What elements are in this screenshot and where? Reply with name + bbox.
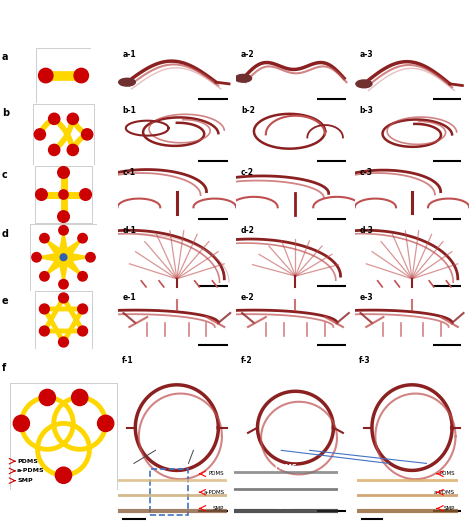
Polygon shape (58, 257, 69, 284)
Text: a-PDMS: a-PDMS (17, 469, 45, 473)
Circle shape (39, 389, 55, 406)
Circle shape (72, 389, 88, 406)
Circle shape (59, 225, 68, 235)
Text: PDMS: PDMS (17, 459, 38, 464)
Circle shape (98, 415, 114, 432)
Polygon shape (60, 254, 82, 276)
Text: As-buckled 3D
microfluidics: As-buckled 3D microfluidics (142, 16, 212, 37)
Text: d-2: d-2 (241, 226, 255, 235)
Text: Recovered shape of
3D microfluidics: Recovered shape of 3D microfluidics (364, 16, 460, 37)
Text: e-3: e-3 (359, 293, 373, 302)
Circle shape (86, 252, 95, 262)
Polygon shape (60, 238, 82, 261)
Text: d: d (2, 229, 9, 239)
Circle shape (13, 415, 29, 432)
Text: c-1: c-1 (122, 168, 135, 177)
Circle shape (82, 129, 93, 140)
Circle shape (39, 326, 49, 336)
Text: e-2: e-2 (241, 293, 255, 302)
Text: b-1: b-1 (122, 106, 136, 115)
Polygon shape (64, 252, 91, 262)
Text: e: e (2, 296, 9, 306)
Circle shape (80, 189, 91, 200)
Circle shape (40, 271, 49, 281)
Polygon shape (45, 238, 67, 261)
Circle shape (39, 304, 49, 314)
Circle shape (55, 467, 72, 484)
Circle shape (58, 211, 69, 222)
Text: PDMS: PDMS (439, 471, 455, 476)
Circle shape (59, 337, 68, 347)
Polygon shape (36, 252, 64, 262)
Text: Temporary shape
of 3D
microfluidics: Temporary shape of 3D microfluidics (253, 11, 337, 42)
Text: a-1: a-1 (122, 50, 136, 59)
Circle shape (34, 129, 46, 140)
Text: c-2: c-2 (241, 168, 254, 177)
Circle shape (40, 233, 49, 243)
Circle shape (78, 326, 88, 336)
Text: f-1: f-1 (122, 356, 134, 365)
Text: f-2: f-2 (241, 356, 253, 365)
Text: SMP: SMP (277, 504, 294, 509)
Circle shape (48, 144, 60, 156)
Text: SMP: SMP (17, 478, 33, 483)
Circle shape (59, 279, 68, 289)
Circle shape (78, 304, 88, 314)
Text: e-1: e-1 (122, 293, 136, 302)
Text: a-PDMS: a-PDMS (271, 479, 301, 486)
Circle shape (58, 167, 69, 178)
Circle shape (59, 293, 68, 303)
Text: 2D Precursor: 2D Precursor (32, 22, 95, 31)
Text: c: c (2, 170, 8, 180)
Text: PDMS: PDMS (274, 464, 297, 470)
Circle shape (48, 113, 60, 124)
Text: SMP: SMP (213, 506, 225, 511)
Circle shape (32, 252, 41, 262)
Text: a-2: a-2 (241, 50, 255, 59)
Text: SMP: SMP (444, 506, 455, 511)
Text: b-2: b-2 (241, 106, 255, 115)
Circle shape (36, 189, 47, 200)
Text: PDMS: PDMS (209, 471, 225, 476)
Circle shape (74, 68, 89, 83)
Circle shape (67, 144, 78, 156)
Circle shape (60, 254, 67, 261)
Text: a-PDMS: a-PDMS (203, 490, 225, 495)
Circle shape (67, 113, 78, 124)
Text: d-1: d-1 (122, 226, 136, 235)
Circle shape (118, 78, 135, 86)
Polygon shape (58, 230, 69, 257)
Text: a: a (2, 52, 9, 62)
Circle shape (59, 190, 68, 199)
Polygon shape (45, 254, 67, 276)
Circle shape (356, 80, 372, 88)
Text: b-3: b-3 (359, 106, 373, 115)
Text: b: b (2, 108, 9, 118)
Text: f: f (2, 363, 6, 373)
Text: c-3: c-3 (359, 168, 373, 177)
Circle shape (78, 271, 87, 281)
Text: a-3: a-3 (359, 50, 373, 59)
Circle shape (78, 233, 87, 243)
Text: d-3: d-3 (359, 226, 373, 235)
Text: f-3: f-3 (359, 356, 371, 365)
Circle shape (38, 68, 53, 83)
Text: a-PDMS: a-PDMS (434, 490, 455, 495)
Circle shape (235, 75, 252, 82)
